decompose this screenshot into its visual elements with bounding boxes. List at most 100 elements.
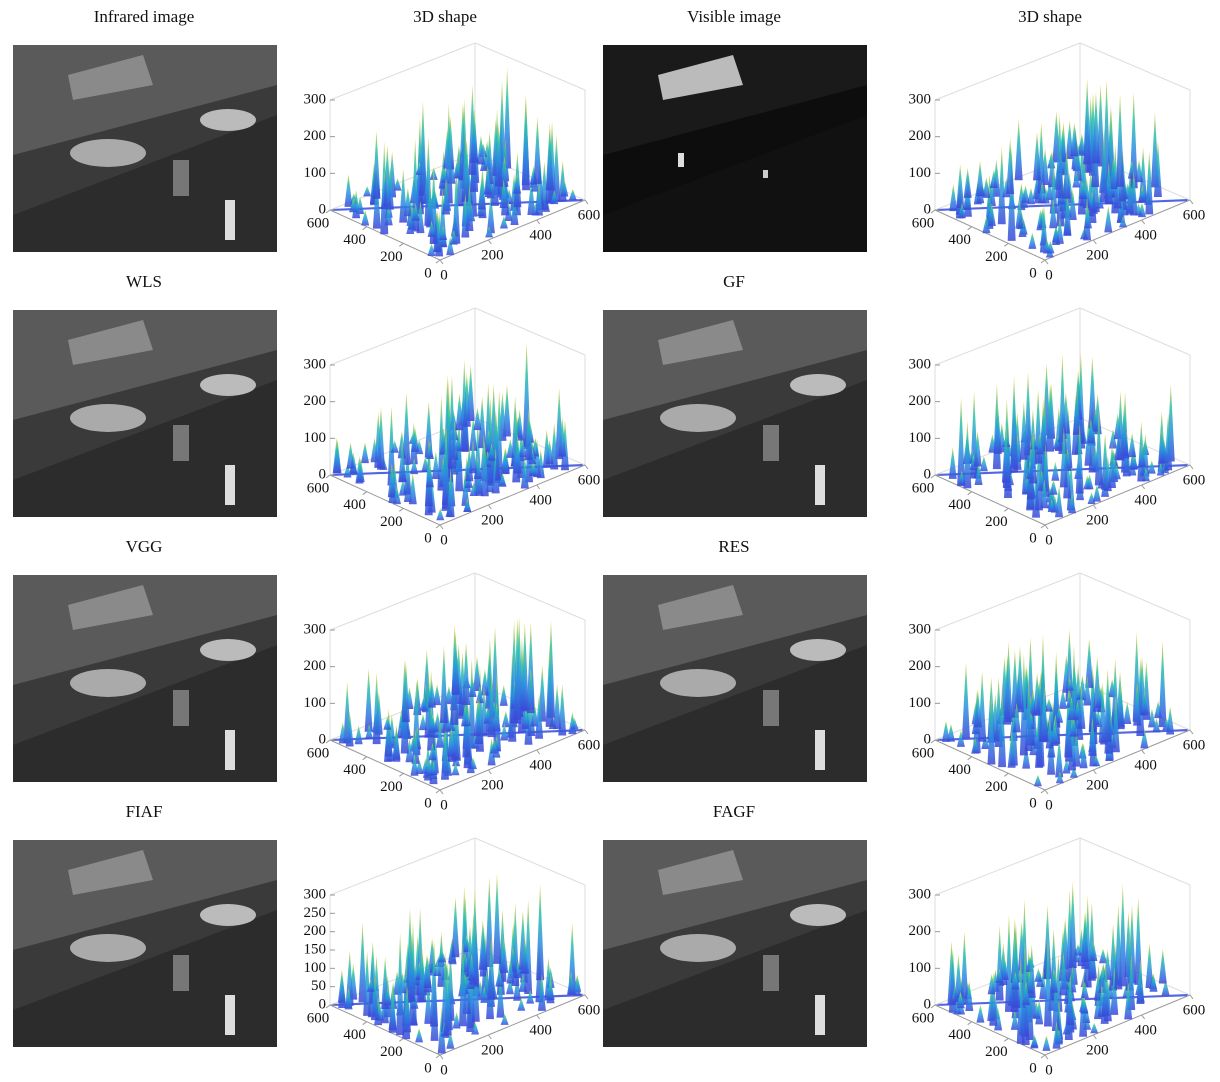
spike xyxy=(397,430,406,459)
spike xyxy=(424,401,433,458)
y-tick xyxy=(435,524,441,529)
y-tick-label: 600 xyxy=(307,1010,330,1026)
x-tick-label: 0 xyxy=(1045,532,1053,548)
y-tick-label: 600 xyxy=(307,215,330,231)
spike xyxy=(411,138,420,232)
spike xyxy=(384,708,393,757)
y-tick xyxy=(1004,772,1009,777)
spike xyxy=(1019,401,1028,460)
x-tick xyxy=(1141,219,1146,225)
spike xyxy=(360,442,369,464)
axis-line xyxy=(439,464,586,526)
spike xyxy=(500,1013,509,1025)
spike xyxy=(455,393,464,431)
spike xyxy=(1138,443,1147,468)
y-tick-label: 200 xyxy=(380,249,403,265)
spike xyxy=(365,724,374,740)
spike xyxy=(475,463,484,496)
spike xyxy=(572,976,581,996)
spike xyxy=(451,896,460,958)
car xyxy=(200,904,256,926)
traffic-light xyxy=(173,955,189,991)
road xyxy=(13,910,277,1047)
spike xyxy=(483,166,492,195)
spike xyxy=(1116,93,1125,187)
y-tick-label: 400 xyxy=(948,232,971,248)
car xyxy=(790,374,846,396)
spike xyxy=(427,220,436,237)
spike xyxy=(520,456,529,489)
spike xyxy=(480,668,489,696)
spike xyxy=(405,738,414,763)
plot-title: 3D shape xyxy=(1018,7,1082,26)
spike xyxy=(361,210,370,226)
spike xyxy=(1164,412,1173,471)
spike xyxy=(473,456,482,480)
x-tick-label: 600 xyxy=(1183,472,1206,488)
spike xyxy=(363,186,372,197)
x-tick xyxy=(439,1054,444,1060)
spike xyxy=(1109,428,1118,449)
y-tick xyxy=(325,739,331,744)
spike xyxy=(506,958,515,984)
spike xyxy=(479,686,488,737)
spike xyxy=(510,194,519,225)
traffic-light xyxy=(763,425,779,461)
spike xyxy=(960,931,969,1004)
spike xyxy=(476,135,485,165)
image xyxy=(603,840,867,1047)
spike xyxy=(1147,460,1156,474)
spike xyxy=(408,472,417,505)
spike xyxy=(1024,680,1033,752)
spike xyxy=(1004,641,1013,723)
spike xyxy=(545,643,554,727)
spike xyxy=(513,973,522,1001)
spike xyxy=(439,645,448,723)
person xyxy=(815,995,825,1035)
spike xyxy=(1091,408,1100,432)
y-tick-label: 0 xyxy=(424,530,432,546)
spike xyxy=(424,981,433,1024)
spike xyxy=(492,702,501,732)
spike xyxy=(471,1021,480,1035)
spike xyxy=(976,160,985,197)
surface xyxy=(937,881,1188,1051)
spike xyxy=(436,508,445,521)
spike xyxy=(982,177,991,198)
spike xyxy=(1055,113,1064,199)
y-tick xyxy=(1004,1037,1009,1042)
spike xyxy=(387,406,396,486)
spike xyxy=(963,167,972,198)
spike xyxy=(1033,774,1042,787)
spike xyxy=(1030,1034,1039,1048)
z-tick-label: 100 xyxy=(909,695,932,711)
y-tick-label: 200 xyxy=(380,779,403,795)
x-tick-label: 200 xyxy=(481,1042,504,1058)
spike xyxy=(364,668,373,732)
spike xyxy=(1077,685,1086,729)
spike xyxy=(1158,948,1167,984)
spike xyxy=(451,763,460,776)
spike xyxy=(440,729,449,780)
y-tick xyxy=(1040,1054,1046,1059)
spike xyxy=(973,430,982,467)
y-tick xyxy=(1004,507,1009,512)
spike xyxy=(1042,239,1051,254)
axis-line xyxy=(329,572,476,631)
spike xyxy=(1073,141,1082,181)
spike xyxy=(529,463,538,476)
x-tick xyxy=(584,199,589,205)
spike xyxy=(458,941,467,1027)
spike xyxy=(446,236,455,256)
y-tick xyxy=(967,226,972,231)
spike xyxy=(485,226,494,238)
axis-line xyxy=(934,837,1081,896)
spike xyxy=(949,183,958,212)
y-tick xyxy=(362,756,367,761)
surface-floor xyxy=(937,994,1188,1006)
spike xyxy=(476,981,485,999)
sign xyxy=(68,55,153,100)
spike xyxy=(333,439,342,474)
car xyxy=(200,639,256,661)
surface xyxy=(332,342,583,521)
